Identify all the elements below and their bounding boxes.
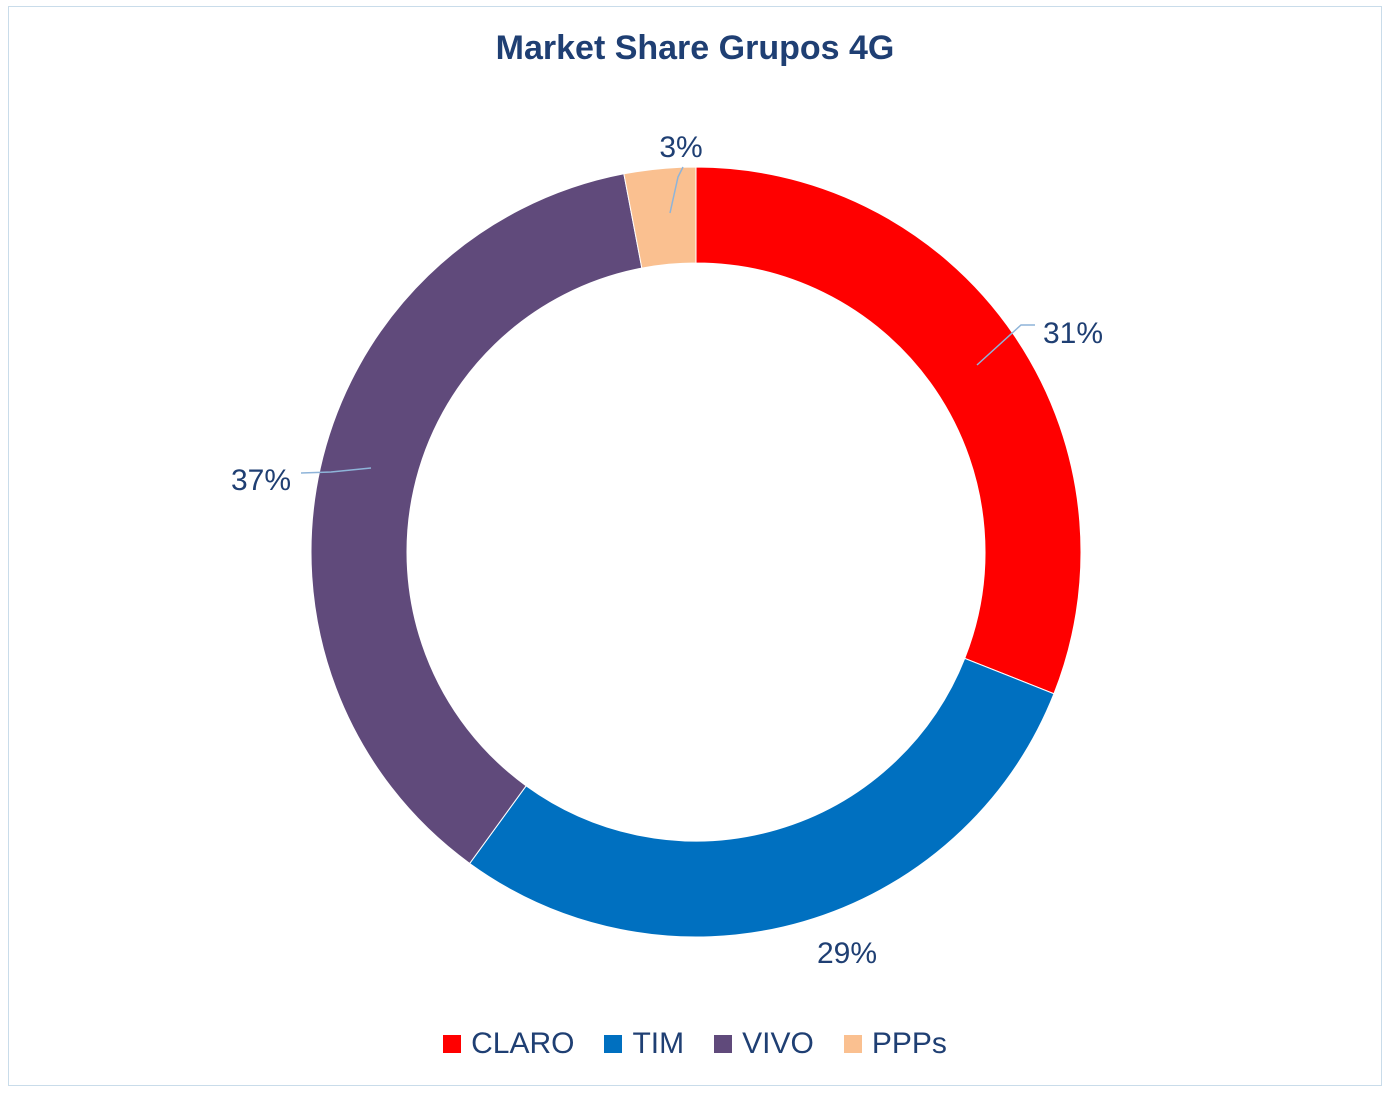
chart-legend: CLARO TIM VIVO PPPs — [9, 1027, 1381, 1061]
slice-ppps — [623, 166, 697, 269]
legend-item-claro: CLARO — [443, 1027, 574, 1061]
chart-title: Market Share Grupos 4G — [495, 29, 895, 67]
legend-item-ppps: PPPs — [843, 1027, 947, 1061]
leader-line-ppps — [669, 166, 684, 214]
legend-item-tim: TIM — [604, 1027, 684, 1061]
legend-swatch — [714, 1035, 733, 1053]
slice-tim — [469, 657, 1055, 938]
chart-frame: Market Share Grupos 4G 31% 29% 37% 3% CLARO… — [8, 6, 1382, 1086]
legend-label: TIM — [632, 1027, 685, 1060]
legend-swatch — [843, 1035, 862, 1053]
legend-label: CLARO — [471, 1027, 575, 1060]
data-label-ppps: 3% — [659, 131, 702, 164]
slice-vivo — [310, 173, 643, 865]
legend-label: VIVO — [742, 1027, 814, 1060]
legend-swatch — [604, 1035, 623, 1053]
legend-item-vivo: VIVO — [714, 1027, 814, 1061]
data-label-tim: 29% — [817, 937, 877, 970]
slice-claro — [695, 166, 1082, 695]
leader-line-claro — [976, 324, 1035, 366]
legend-swatch — [443, 1035, 462, 1053]
legend-label: PPPs — [871, 1027, 947, 1060]
data-label-claro: 31% — [1043, 317, 1103, 350]
data-label-vivo: 37% — [231, 464, 291, 497]
leader-line-vivo — [300, 467, 372, 474]
donut-chart: 31% 29% 37% 3% — [231, 131, 1103, 970]
